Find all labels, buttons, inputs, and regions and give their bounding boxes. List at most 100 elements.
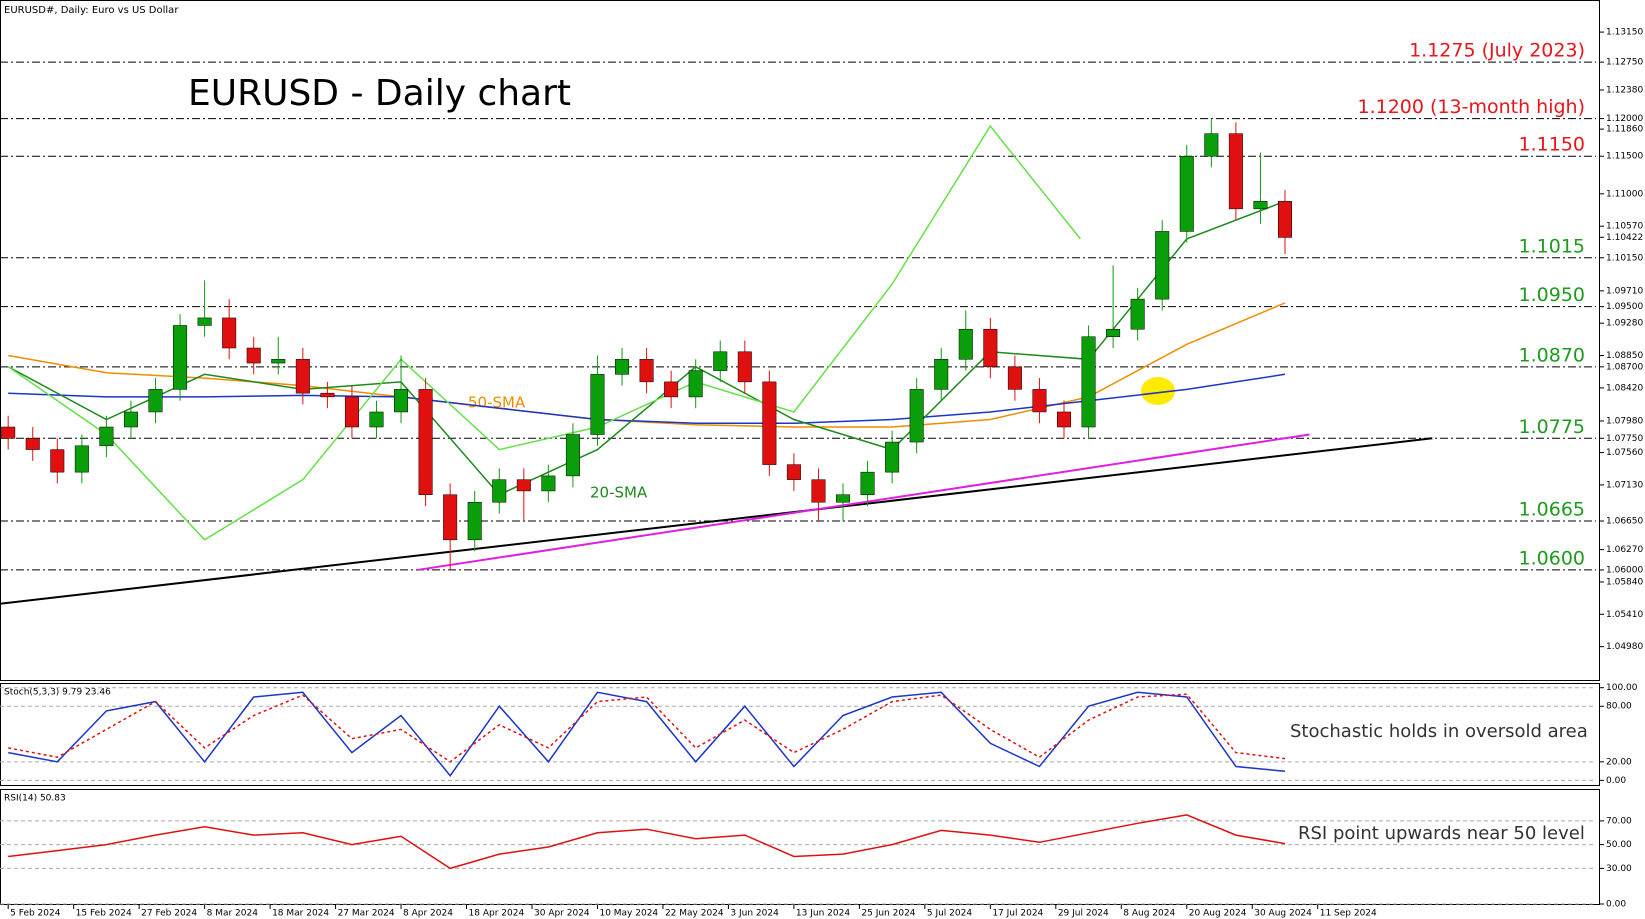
y-tick-label: 1.11500 xyxy=(1606,152,1643,162)
candle-body xyxy=(369,411,384,428)
y-tick-label: 50.00 xyxy=(1606,840,1632,850)
candle-body xyxy=(934,359,949,390)
candle-body xyxy=(99,426,114,447)
x-tick-label: 30 Aug 2024 xyxy=(1254,909,1312,919)
x-tick-label: 5 Feb 2024 xyxy=(10,909,61,919)
candle-body xyxy=(1179,155,1194,232)
candle-body xyxy=(688,370,703,398)
candle-body xyxy=(197,317,212,326)
candle-body xyxy=(1277,201,1292,238)
candle-body xyxy=(836,494,851,503)
x-tick-label: 15 Feb 2024 xyxy=(76,909,132,919)
indicator-line xyxy=(7,124,1081,541)
x-tick-label: 8 Mar 2024 xyxy=(207,909,259,919)
y-tick-label: 1.12750 xyxy=(1606,58,1643,68)
sma-label: 50-SMA xyxy=(468,394,526,412)
candle-body xyxy=(565,434,580,477)
indicator-line xyxy=(8,814,1286,870)
y-tick-label: 1.08850 xyxy=(1606,351,1643,361)
candle-body xyxy=(1,426,16,439)
y-tick-label: 1.10422 xyxy=(1606,233,1643,243)
candle-body xyxy=(222,317,237,349)
y-tick-label: 1.08420 xyxy=(1606,383,1643,393)
level-label: 1.0870 xyxy=(1519,344,1585,366)
candle-body xyxy=(1056,411,1072,428)
x-tick-label: 22 May 2024 xyxy=(665,909,724,919)
candle-body xyxy=(418,389,433,495)
y-tick-label: 1.06000 xyxy=(1606,565,1643,575)
candle-body xyxy=(320,392,335,398)
level-label: 1.0775 xyxy=(1519,416,1585,438)
y-tick-label: 1.08700 xyxy=(1606,362,1643,372)
stoch-note: Stochastic holds in oversold area xyxy=(1290,721,1588,742)
y-tick-label: 1.11000 xyxy=(1606,189,1643,199)
level-label: 1.0665 xyxy=(1519,499,1585,521)
rsi-title: RSI(14) 50.83 xyxy=(4,794,66,804)
y-tick-label: 0.00 xyxy=(1606,900,1626,910)
rsi-note: RSI point upwards near 50 level xyxy=(1298,823,1585,844)
indicator-line xyxy=(7,200,1286,496)
x-tick-label: 20 Aug 2024 xyxy=(1189,909,1247,919)
candle-body xyxy=(1155,231,1170,300)
candle-body xyxy=(1032,389,1047,413)
candle-body xyxy=(1228,133,1243,210)
y-tick-label: 1.05840 xyxy=(1606,577,1643,587)
candle-body xyxy=(123,411,138,428)
candle-body xyxy=(639,359,654,383)
y-tick-label: 1.09710 xyxy=(1606,286,1643,296)
y-tick-label: 1.07980 xyxy=(1606,416,1643,426)
x-tick-label: 8 Apr 2024 xyxy=(403,909,453,919)
y-tick-label: 100.00 xyxy=(1606,683,1638,693)
y-tick-label: 1.07750 xyxy=(1606,434,1643,444)
y-tick-label: 1.09280 xyxy=(1606,319,1643,329)
candle-body xyxy=(811,479,826,503)
level-label: 1.1275 (July 2023) xyxy=(1409,40,1585,62)
sma-label: 20-SMA xyxy=(590,484,648,502)
candle-body xyxy=(909,389,924,443)
candle-body xyxy=(885,441,900,473)
y-tick-label: 20.00 xyxy=(1606,757,1632,767)
y-tick-label: 30.00 xyxy=(1606,864,1632,874)
y-tick-label: 1.05410 xyxy=(1606,610,1643,620)
x-tick-label: 18 Apr 2024 xyxy=(469,909,525,919)
candle-body xyxy=(1106,328,1121,337)
x-tick-label: 17 Jul 2024 xyxy=(992,909,1043,919)
level-label: 1.1200 (13-month high) xyxy=(1357,96,1585,118)
candle-body xyxy=(983,328,998,368)
trend-line xyxy=(417,433,1310,571)
candle-body xyxy=(860,471,875,495)
candle-body xyxy=(271,359,286,364)
highlight xyxy=(1141,377,1175,405)
candle-body xyxy=(786,464,801,480)
candle-body xyxy=(74,445,89,473)
y-tick-label: 1.06650 xyxy=(1606,517,1643,527)
candle-body xyxy=(25,438,40,450)
x-tick-label: 25 Jun 2024 xyxy=(861,909,915,919)
x-tick-label: 13 Jun 2024 xyxy=(796,909,850,919)
x-tick-label: 27 Feb 2024 xyxy=(141,909,197,919)
y-tick-label: 1.11860 xyxy=(1606,125,1643,135)
candle-body xyxy=(50,449,65,473)
y-tick-label: 1.07130 xyxy=(1606,480,1643,490)
y-tick-label: 1.09500 xyxy=(1606,302,1643,312)
candle-body xyxy=(590,374,605,435)
subtitle: EURUSD#, Daily: Euro vs US Dollar xyxy=(4,5,179,16)
candle-body xyxy=(443,494,458,541)
candle-body xyxy=(1081,336,1096,428)
candle-body xyxy=(148,389,163,413)
candle-body xyxy=(615,359,630,375)
x-tick-label: 5 Jul 2024 xyxy=(927,909,972,919)
candle-body xyxy=(664,381,679,398)
level-label: 1.1150 xyxy=(1519,134,1585,156)
y-tick-label: 80.00 xyxy=(1606,702,1632,712)
candle-body xyxy=(737,351,752,383)
x-tick-label: 8 Aug 2024 xyxy=(1123,909,1175,919)
candle-body xyxy=(295,359,310,394)
candle-body xyxy=(516,479,531,492)
stoch-panel xyxy=(0,683,1600,786)
candle-body xyxy=(1204,133,1219,157)
y-tick-label: 1.12380 xyxy=(1606,86,1643,96)
y-tick-label: 1.04980 xyxy=(1606,642,1643,652)
y-tick-label: 70.00 xyxy=(1606,816,1632,826)
candle-body xyxy=(762,381,777,465)
